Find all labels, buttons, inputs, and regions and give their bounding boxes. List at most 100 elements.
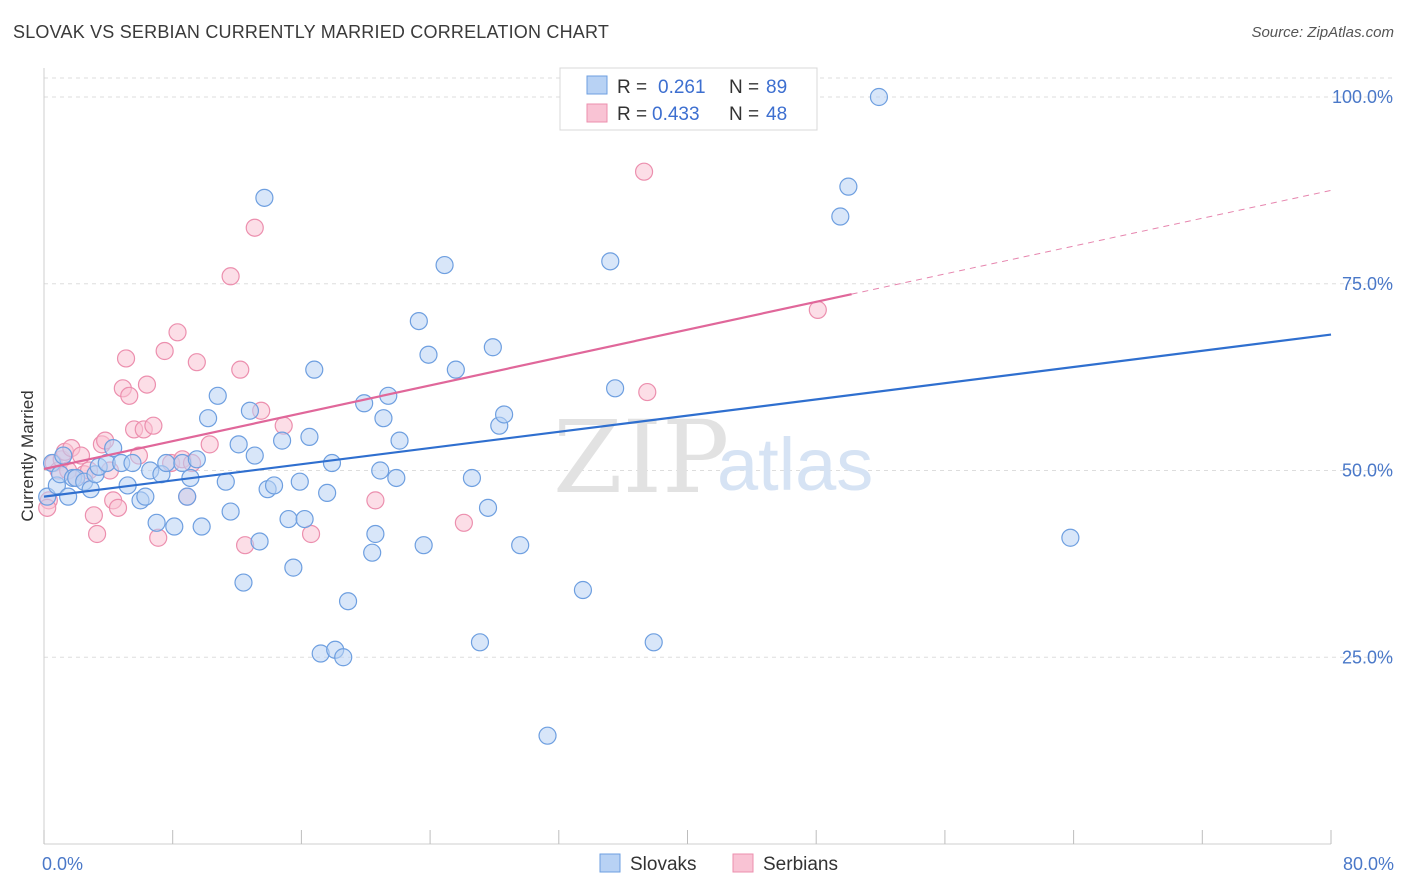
data-point-serbians: [301, 524, 321, 544]
data-point-slovaks: [245, 446, 264, 465]
data-point-slovaks: [295, 509, 314, 529]
data-point-slovaks: [1061, 528, 1080, 547]
data-point-serbians: [168, 323, 187, 342]
data-point-slovaks: [338, 592, 358, 611]
data-point-slovaks: [284, 558, 303, 577]
data-point-slovaks: [409, 312, 428, 331]
data-point-slovaks: [470, 633, 490, 652]
data-point-serbians: [137, 375, 157, 394]
data-point-serbians: [149, 528, 168, 547]
bottom-legend-label-slovaks: Slovaks: [630, 854, 697, 875]
data-point-slovaks: [606, 379, 625, 398]
y-tick-label: 75.0%: [1342, 274, 1393, 294]
legend-n-value-slovaks: 89: [766, 77, 787, 98]
data-point-slovaks: [240, 401, 260, 420]
legend-r-value-serbians: 0.433: [652, 104, 700, 125]
legend-swatch-slovaks: [586, 75, 608, 95]
source-label: Source: ZipAtlas.com: [1251, 24, 1394, 41]
data-point-serbians: [245, 218, 264, 237]
data-point-slovaks: [198, 409, 218, 428]
data-point-slovaks: [483, 338, 502, 357]
data-point-serbians: [87, 524, 107, 544]
series-slovaks-points: [38, 87, 1080, 745]
legend-r-label-slovaks: R =: [617, 77, 647, 98]
x-tick-label-max: 80.0%: [1343, 854, 1394, 874]
data-point-slovaks: [446, 360, 465, 379]
x-ticks: [43, 830, 1332, 844]
data-point-serbians: [187, 353, 206, 372]
data-point-slovaks: [573, 580, 593, 600]
data-point-slovaks: [305, 360, 324, 379]
data-point-serbians: [366, 491, 385, 510]
trend-line-serbians: [43, 293, 852, 471]
data-point-slovaks: [279, 509, 298, 529]
data-point-slovaks: [435, 255, 454, 275]
data-point-serbians: [108, 498, 128, 517]
y-tick-label: 50.0%: [1342, 461, 1393, 481]
data-point-slovaks: [221, 502, 240, 521]
series-legend: Slovaks Serbians: [599, 853, 838, 875]
stats-legend: R = 0.261 N = 89 R = 0.433 N = 48: [559, 67, 818, 131]
data-point-slovaks: [290, 472, 309, 491]
data-point-slovaks: [390, 431, 409, 450]
y-tick-label: 100.0%: [1332, 87, 1393, 107]
data-point-slovaks: [374, 409, 393, 428]
data-point-slovaks: [234, 573, 253, 592]
data-point-slovaks: [136, 487, 155, 506]
data-point-serbians: [808, 300, 827, 319]
data-point-serbians: [638, 382, 657, 402]
data-point-slovaks: [414, 536, 433, 555]
data-point-slovaks: [538, 726, 557, 745]
legend-swatch-serbians: [586, 103, 608, 123]
bottom-legend-swatch-slovaks: [599, 853, 621, 873]
trend-line-serbians-extension: [851, 189, 1332, 295]
data-point-slovaks: [147, 513, 166, 532]
legend-n-value-serbians: 48: [766, 104, 787, 125]
data-point-serbians: [120, 386, 139, 405]
bottom-legend-label-serbians: Serbians: [763, 854, 838, 875]
data-point-serbians: [84, 506, 103, 525]
data-point-slovaks: [255, 188, 274, 207]
chart-title: SLOVAK VS SERBIAN CURRENTLY MARRIED CORR…: [13, 22, 610, 42]
data-point-slovaks: [318, 483, 337, 503]
data-point-serbians: [144, 416, 163, 435]
data-point-slovaks: [300, 427, 319, 446]
data-point-slovaks: [272, 431, 292, 450]
data-point-slovaks: [869, 87, 889, 107]
legend-n-label-serbians: N =: [729, 104, 759, 125]
trend-lines: [43, 189, 1332, 498]
trend-line-slovaks: [43, 333, 1332, 498]
data-point-slovaks: [250, 532, 269, 551]
legend-n-label-slovaks: N =: [729, 77, 759, 98]
data-point-slovaks: [644, 633, 663, 652]
y-axis-title: Currently Married: [18, 390, 37, 521]
y-tick-labels: 25.0% 50.0% 75.0% 100.0%: [1332, 87, 1393, 667]
data-point-slovaks: [208, 386, 227, 405]
legend-r-label-serbians: R =: [617, 104, 647, 125]
watermark-zip: ZIP: [553, 399, 729, 516]
data-point-serbians: [231, 360, 250, 379]
data-point-slovaks: [601, 252, 620, 271]
data-point-slovaks: [178, 487, 197, 506]
data-point-serbians: [116, 349, 136, 368]
legend-r-value-slovaks: 0.261: [658, 77, 706, 98]
data-point-serbians: [454, 513, 473, 532]
data-point-serbians: [155, 341, 174, 361]
data-point-slovaks: [59, 487, 78, 506]
data-point-slovaks: [511, 536, 530, 555]
data-point-slovaks: [839, 177, 858, 196]
data-point-slovaks: [229, 435, 248, 454]
data-point-slovaks: [216, 472, 235, 491]
y-tick-label: 25.0%: [1342, 647, 1393, 667]
bottom-legend-swatch-serbians: [732, 853, 754, 873]
x-tick-label-min: 0.0%: [42, 854, 83, 874]
data-point-serbians: [221, 267, 240, 286]
data-point-slovaks: [371, 461, 390, 480]
data-point-slovaks: [366, 524, 385, 544]
data-point-slovaks: [478, 498, 498, 517]
data-point-serbians: [274, 416, 293, 435]
data-point-slovaks: [123, 453, 142, 473]
data-point-slovaks: [334, 648, 353, 667]
data-point-slovaks: [192, 517, 211, 536]
